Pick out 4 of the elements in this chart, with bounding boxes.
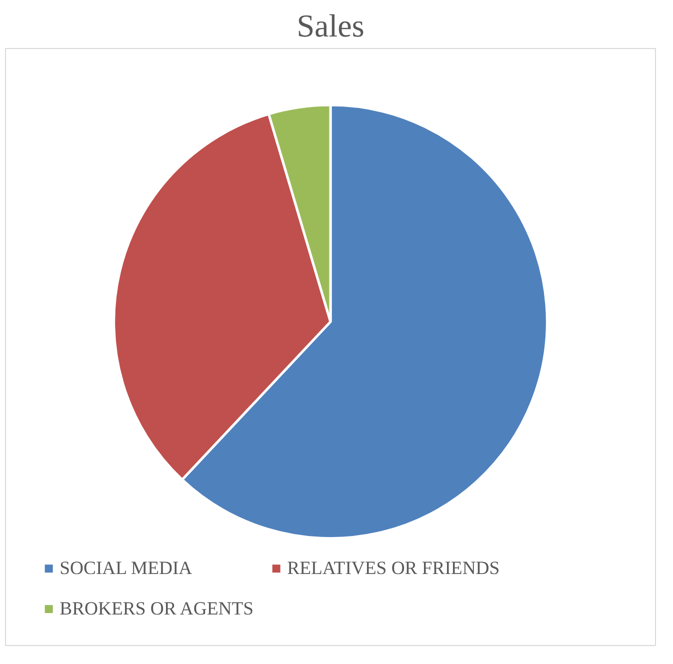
legend-label: BROKERS OR AGENTS [60, 598, 254, 620]
legend-label: SOCIAL MEDIA [60, 558, 193, 580]
chart-title: Sales [296, 8, 364, 44]
legend-label: RELATIVES OR FRIENDS [287, 558, 500, 580]
